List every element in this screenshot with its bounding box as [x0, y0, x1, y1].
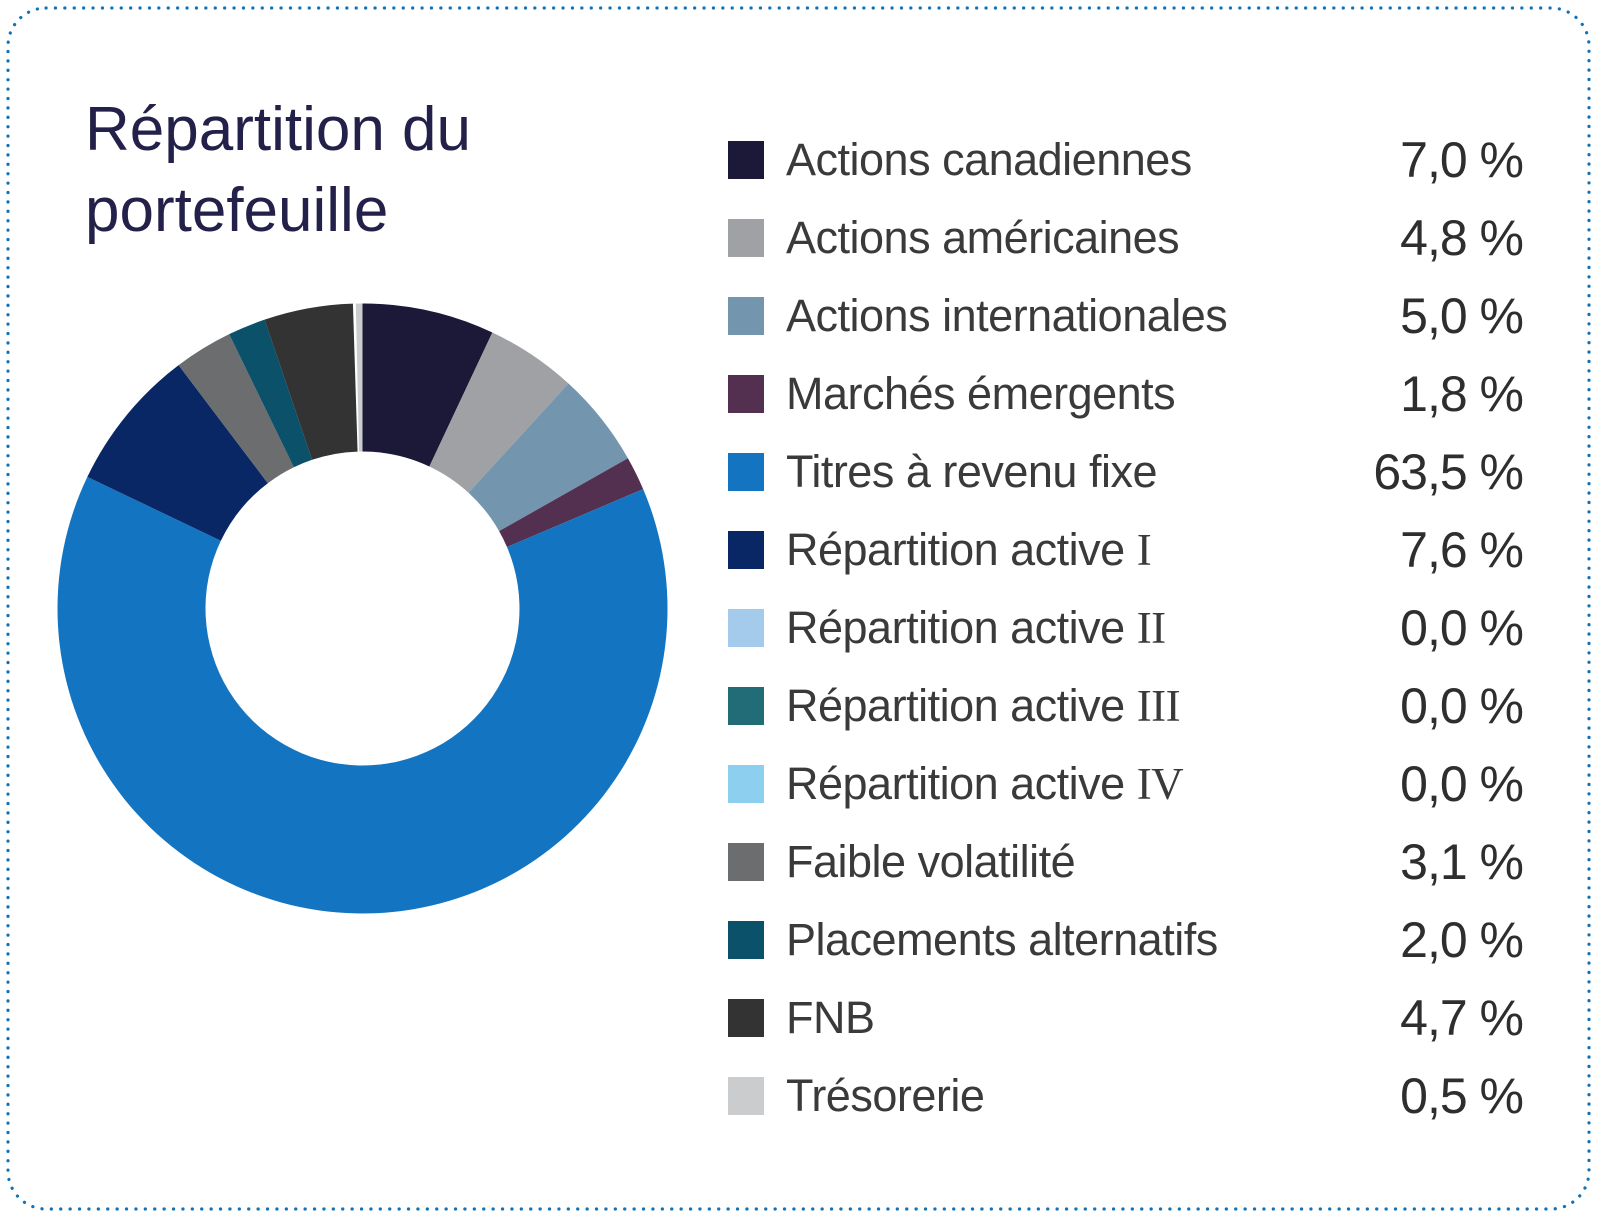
donut-slice	[57, 476, 668, 914]
legend-item: Répartition active III 0,0 %	[728, 667, 1524, 745]
legend-value: 5,0 %	[1400, 288, 1524, 344]
legend-swatch	[728, 531, 764, 569]
legend-label: Titres à revenu fixe	[786, 446, 1157, 497]
legend-item: Actions internationales 5,0 %	[728, 277, 1524, 355]
legend-value: 63,5 %	[1373, 444, 1524, 500]
legend-label: Répartition active I	[786, 524, 1152, 575]
donut-svg	[57, 303, 668, 914]
legend-label: Faible volatilité	[786, 836, 1076, 887]
legend-swatch	[728, 843, 764, 881]
legend-item: Répartition active I 7,6 %	[728, 511, 1524, 589]
legend-value: 3,1 %	[1400, 834, 1524, 890]
chart-title: Répartition du portefeuille	[85, 95, 472, 245]
donut-slice	[229, 319, 313, 468]
legend-item: Actions canadiennes 7,0 %	[728, 121, 1524, 199]
legend-label: Répartition active IV	[786, 758, 1184, 809]
legend-label: Répartition active II	[786, 602, 1166, 653]
legend-label: Actions américaines	[786, 212, 1180, 263]
donut-slice	[264, 303, 358, 460]
donut-slice	[499, 458, 644, 548]
legend-swatch	[728, 375, 764, 413]
legend-value: 4,7 %	[1400, 990, 1524, 1046]
legend-label: Marchés émergents	[786, 368, 1176, 419]
legend-label: Actions internationales	[786, 290, 1228, 341]
legend-value: 0,0 %	[1400, 600, 1524, 656]
legend-value: 0,0 %	[1400, 678, 1524, 734]
legend-label: Actions canadiennes	[786, 134, 1192, 185]
donut-slice	[468, 383, 628, 532]
legend-label: Placements alternatifs	[786, 914, 1218, 965]
legend-label: FNB	[786, 992, 875, 1043]
legend-swatch	[728, 687, 764, 725]
legend-label-roman-numeral: III	[1136, 681, 1181, 731]
legend-swatch	[728, 765, 764, 803]
legend-value: 4,8 %	[1400, 210, 1524, 266]
legend-label-roman-numeral: II	[1136, 603, 1166, 653]
legend-label-roman-numeral: IV	[1136, 759, 1184, 809]
legend-label-roman-numeral: I	[1136, 525, 1152, 575]
legend-swatch	[728, 921, 764, 959]
legend-item: FNB 4,7 %	[728, 979, 1524, 1057]
legend-item: Faible volatilité 3,1 %	[728, 823, 1524, 901]
legend-swatch	[728, 141, 764, 179]
legend-swatch	[728, 453, 764, 491]
donut-slice	[87, 365, 268, 541]
legend-swatch	[728, 999, 764, 1037]
legend-item: Placements alternatifs 2,0 %	[728, 901, 1524, 979]
legend-value: 7,6 %	[1400, 522, 1524, 578]
legend-value: 0,5 %	[1400, 1068, 1524, 1124]
legend-item: Trésorerie 0,5 %	[728, 1057, 1524, 1135]
legend-item: Titres à revenu fixe 63,5 %	[728, 433, 1524, 511]
legend-swatch	[728, 609, 764, 647]
legend-label: Trésorerie	[786, 1070, 985, 1121]
donut-slice	[355, 303, 363, 452]
legend-swatch	[728, 1077, 764, 1115]
legend-item: Actions américaines 4,8 %	[728, 199, 1524, 277]
legend-value: 7,0 %	[1400, 132, 1524, 188]
legend-item: Répartition active II 0,0 %	[728, 589, 1524, 667]
donut-chart	[57, 303, 668, 914]
legend: Actions canadiennes 7,0 % Actions américai…	[728, 121, 1524, 1135]
legend-value: 2,0 %	[1400, 912, 1524, 968]
donut-slice	[178, 334, 294, 484]
legend-item: Répartition active IV 0,0 %	[728, 745, 1524, 823]
legend-value: 1,8 %	[1400, 366, 1524, 422]
donut-slice	[362, 303, 493, 467]
legend-label: Répartition active III	[786, 680, 1181, 731]
legend-swatch	[728, 297, 764, 335]
legend-item: Marchés émergents 1,8 %	[728, 355, 1524, 433]
legend-swatch	[728, 219, 764, 257]
donut-slice	[429, 332, 569, 493]
legend-value: 0,0 %	[1400, 756, 1524, 812]
